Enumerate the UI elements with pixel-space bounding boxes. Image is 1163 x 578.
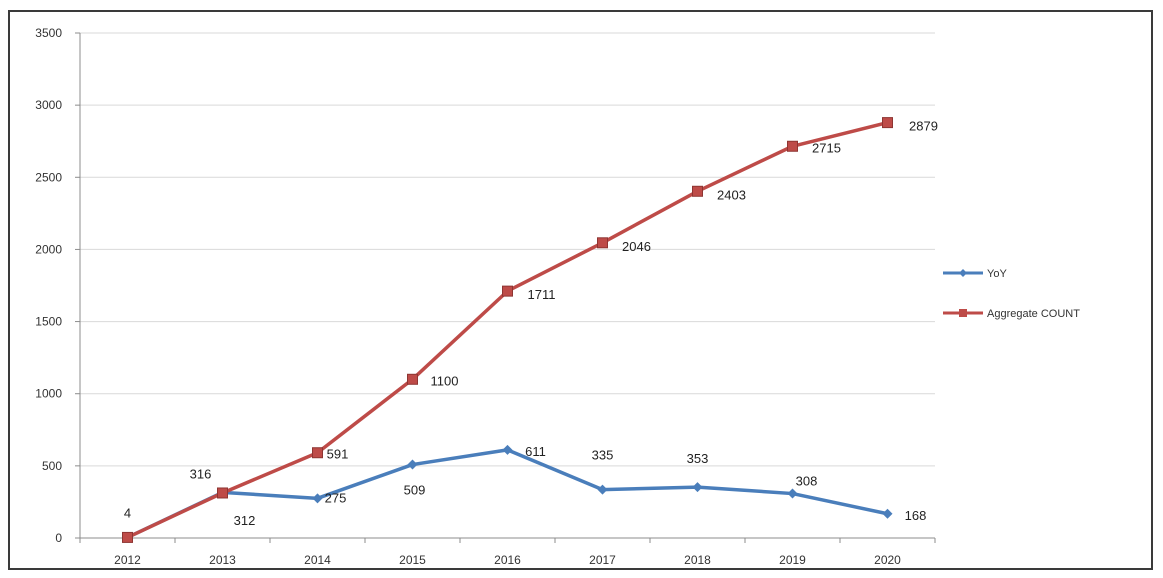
y-tick-label: 2000	[35, 242, 62, 256]
data-point-yoy	[312, 493, 323, 504]
x-tick-label: 2017	[589, 553, 616, 567]
data-point-aggregate	[692, 185, 703, 197]
legend-label: YoY	[987, 268, 1007, 280]
x-tick-label: 2016	[494, 553, 521, 567]
data-point-aggregate	[502, 285, 513, 297]
data-label: 2879	[909, 119, 938, 134]
legend-label: Aggregate COUNT	[987, 308, 1080, 320]
legend-marker	[959, 269, 967, 277]
data-label: 1711	[528, 287, 556, 302]
data-label: 2403	[717, 187, 746, 202]
legend-marker	[959, 309, 967, 317]
data-point-yoy	[882, 508, 893, 519]
y-tick-label: 1500	[35, 315, 62, 329]
data-label: 591	[327, 447, 349, 462]
data-point-aggregate	[312, 447, 323, 459]
x-tick-label: 2020	[874, 553, 901, 567]
x-tick-label: 2019	[779, 553, 806, 567]
y-tick-label: 3000	[35, 98, 62, 112]
data-point-yoy	[597, 484, 608, 495]
data-point-yoy	[692, 482, 703, 493]
data-label: 275	[325, 490, 347, 505]
series-line-aggregate-count	[126, 120, 888, 540]
data-label: 1100	[431, 373, 459, 388]
data-point-aggregate	[122, 531, 133, 543]
data-label: 2046	[622, 239, 651, 254]
data-point-yoy	[787, 488, 798, 499]
data-label: 168	[905, 508, 927, 523]
data-point-aggregate	[217, 487, 228, 499]
y-tick-label: 2500	[35, 170, 62, 184]
y-tick-label: 1000	[35, 387, 62, 401]
x-tick-label: 2018	[684, 553, 711, 567]
data-label: 2715	[812, 140, 841, 155]
x-tick-label: 2013	[209, 553, 236, 567]
data-point-aggregate	[787, 140, 798, 152]
data-point-aggregate	[882, 117, 893, 129]
data-label: 312	[234, 513, 256, 528]
data-point-aggregate	[597, 237, 608, 249]
data-label: 611	[525, 444, 546, 459]
data-point-yoy	[502, 444, 513, 455]
data-point-aggregate	[407, 373, 418, 385]
y-tick-label: 500	[42, 459, 62, 473]
x-tick-label: 2014	[304, 553, 331, 567]
data-point-yoy	[407, 459, 418, 470]
x-tick-label: 2015	[399, 553, 426, 567]
chart-frame	[8, 10, 1153, 570]
x-tick-label: 2012	[114, 553, 141, 567]
y-tick-label: 0	[55, 531, 62, 545]
data-label: 509	[404, 483, 426, 498]
data-label: 4	[124, 505, 131, 520]
data-label: 335	[592, 448, 614, 463]
data-label: 308	[796, 474, 818, 489]
data-label: 316	[190, 466, 212, 481]
y-tick-label: 3500	[35, 26, 62, 40]
data-label: 353	[687, 451, 709, 466]
